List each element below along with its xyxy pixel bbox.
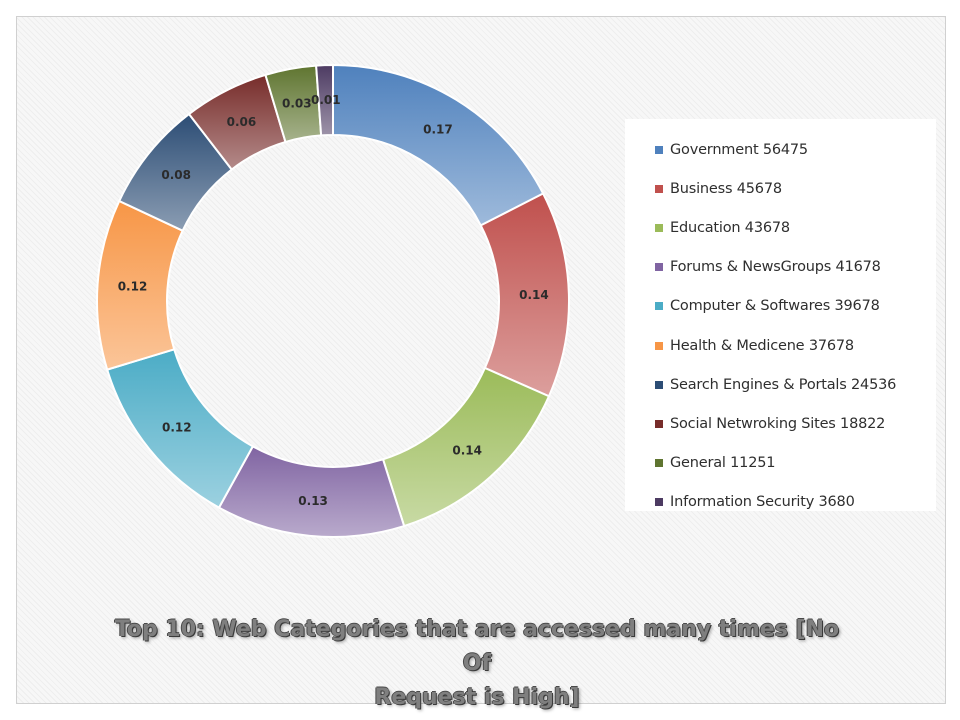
legend-swatch	[655, 223, 663, 232]
chart-title-line-1: Top 10: Web Categories that are accessed…	[114, 617, 840, 676]
legend-item: Information Security 3680	[625, 483, 936, 522]
legend-label: Search Engines & Portals 24536	[670, 376, 897, 393]
legend: Government 56475 Business 45678 Education …	[625, 119, 936, 511]
legend-label: Social Netwroking Sites 18822	[670, 415, 886, 432]
legend-item: General 11251	[625, 444, 936, 483]
slice-data-label: 0.01	[311, 93, 341, 107]
slice-data-label: 0.13	[298, 494, 328, 508]
legend-swatch	[655, 263, 663, 272]
legend-swatch	[655, 459, 663, 468]
slice-government	[332, 63, 545, 227]
slice-data-label: 0.14	[519, 288, 549, 302]
slice-data-label: 0.06	[227, 115, 257, 129]
slice-data-label: 0.12	[118, 280, 148, 294]
legend-item: Search Engines & Portals 24536	[625, 365, 936, 404]
legend-swatch	[655, 145, 663, 154]
legend-label: Information Security 3680	[670, 494, 855, 511]
slice-label-group: 0.17 0.14 0.14 0.13 0.12 0.12 0.08 0.06 0.03 0.01	[118, 93, 549, 508]
legend-swatch	[655, 498, 663, 507]
legend-label: Education 43678	[670, 219, 790, 236]
legend-item: Government 56475	[625, 130, 936, 169]
slice-data-label: 0.17	[423, 123, 453, 137]
legend-swatch	[655, 341, 663, 350]
legend-item: Health & Medicene 37678	[625, 326, 936, 365]
chart-title: Top 10: Web Categories that are accessed…	[107, 613, 847, 715]
slice-group	[96, 63, 570, 538]
legend-swatch	[655, 380, 663, 389]
slice-data-label: 0.08	[161, 168, 191, 182]
slice-information-security	[315, 63, 334, 137]
legend-label: Business 45678	[670, 180, 782, 197]
slice-data-label: 0.14	[452, 444, 482, 458]
legend-item: Business 45678	[625, 169, 936, 208]
legend-item: Computer & Softwares 39678	[625, 287, 936, 326]
legend-label: Health & Medicene 37678	[670, 337, 854, 354]
chart-area: 0.17 0.14 0.14 0.13 0.12 0.12 0.08 0.06 0.03 0.01…	[16, 16, 946, 710]
chart-title-line-2: Request is High]	[374, 685, 580, 710]
legend-label: General 11251	[670, 455, 776, 472]
slice-forums-newsgroups	[217, 444, 406, 538]
slice-data-label: 0.03	[282, 96, 312, 110]
legend-item: Forums & NewsGroups 41678	[625, 248, 936, 287]
legend-label: Government 56475	[670, 141, 808, 158]
legend-swatch	[655, 419, 663, 428]
legend-item: Education 43678	[625, 208, 936, 247]
legend-label: Computer & Softwares 39678	[670, 298, 880, 315]
donut-chart: 0.17 0.14 0.14 0.13 0.12 0.12 0.08 0.06 0.03 0.01	[96, 63, 570, 538]
legend-swatch	[655, 302, 663, 311]
legend-swatch	[655, 184, 663, 193]
legend-label: Forums & NewsGroups 41678	[670, 259, 881, 276]
legend-item: Social Netwroking Sites 18822	[625, 404, 936, 443]
slice-data-label: 0.12	[162, 421, 192, 435]
